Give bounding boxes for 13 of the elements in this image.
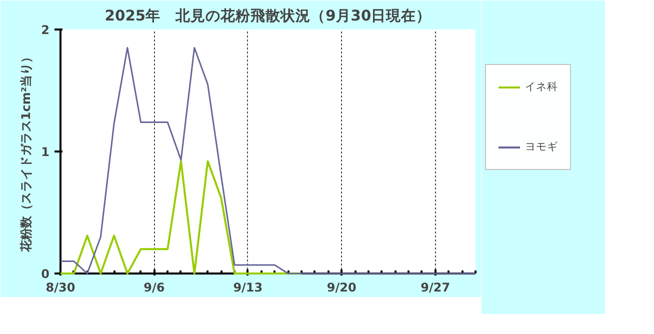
x-tick-label: 9/27	[420, 280, 450, 294]
y-tick-label: 0	[41, 267, 50, 281]
legend-label: ヨモギ	[525, 140, 558, 154]
legend-label: イネ科	[525, 80, 558, 94]
x-tick-label: 9/20	[326, 280, 356, 294]
x-tick-label: 9/6	[144, 280, 165, 294]
chart-title: 2025年 北見の花粉飛散状況（9月30日現在）	[104, 8, 432, 24]
y-axis-title: 花粉数（スライドガラス1cm²当り）	[19, 50, 34, 254]
x-tick-label: 8/30	[46, 280, 76, 294]
x-tick-label: 9/13	[233, 280, 263, 294]
line-series	[60, 160, 302, 274]
y-tick-label: 1	[41, 145, 50, 159]
y-tick-label: 2	[41, 23, 50, 37]
